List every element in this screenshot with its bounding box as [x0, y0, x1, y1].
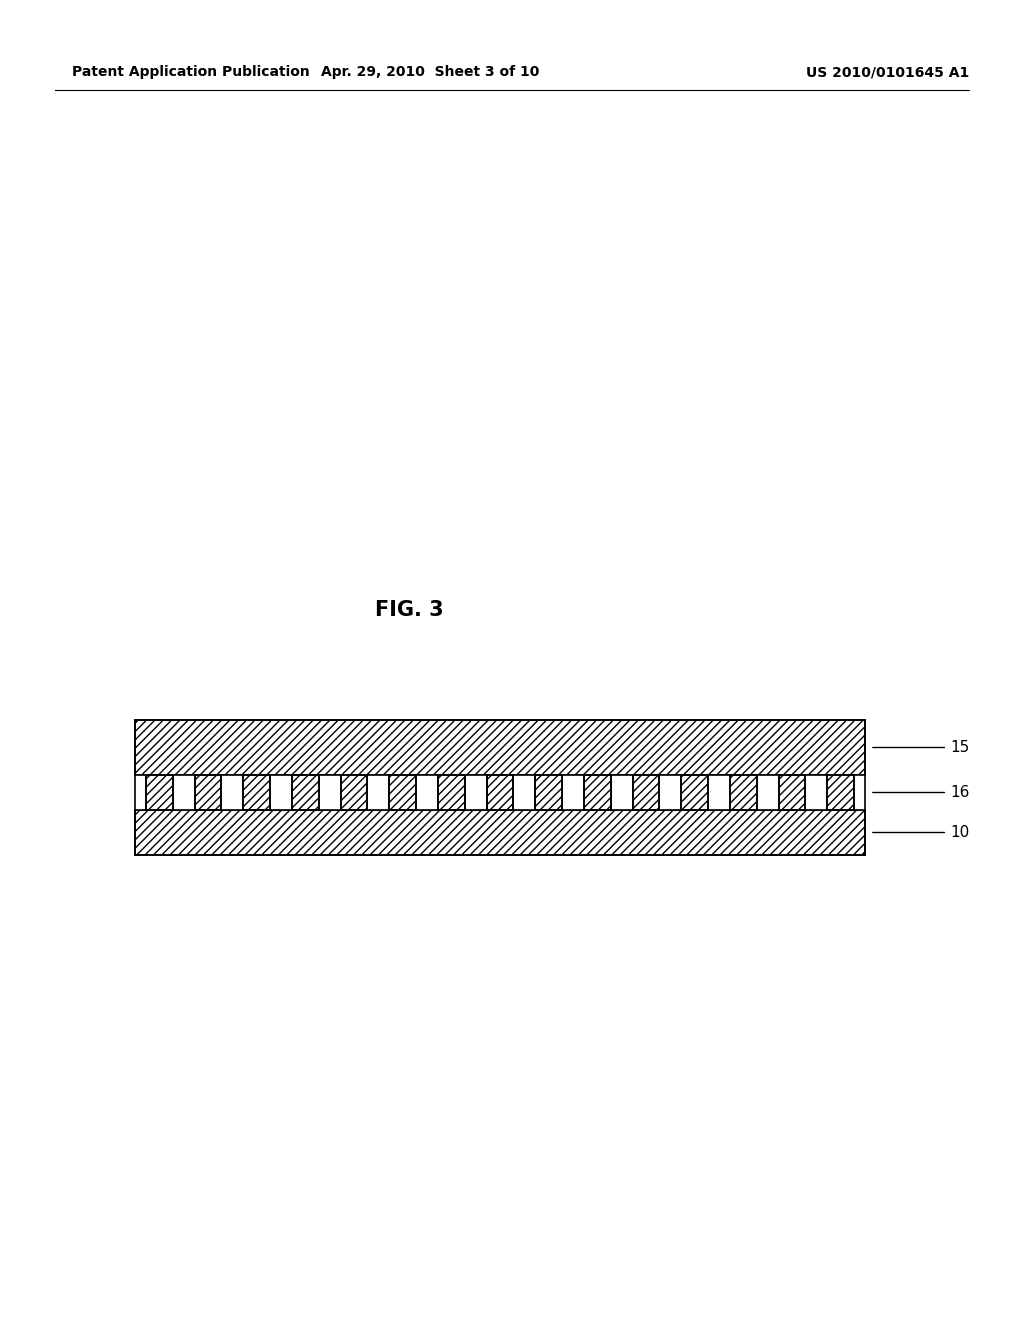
Bar — [486, 775, 513, 810]
Text: US 2010/0101645 A1: US 2010/0101645 A1 — [806, 65, 969, 79]
Bar — [584, 775, 610, 810]
Bar — [146, 775, 173, 810]
Bar — [292, 775, 318, 810]
Bar — [633, 775, 659, 810]
Bar — [195, 775, 221, 810]
Bar — [244, 775, 270, 810]
Bar — [730, 775, 757, 810]
Bar — [438, 775, 465, 810]
Bar — [681, 775, 708, 810]
Text: Patent Application Publication: Patent Application Publication — [72, 65, 309, 79]
Bar — [341, 775, 368, 810]
Bar — [827, 775, 854, 810]
Text: 15: 15 — [872, 741, 970, 755]
Bar — [135, 810, 865, 855]
Bar — [536, 775, 562, 810]
Bar — [135, 775, 865, 810]
Text: Apr. 29, 2010  Sheet 3 of 10: Apr. 29, 2010 Sheet 3 of 10 — [321, 65, 540, 79]
Bar — [135, 775, 865, 810]
Text: 10: 10 — [872, 825, 970, 840]
Bar — [389, 775, 416, 810]
Bar — [778, 775, 806, 810]
Text: FIG. 3: FIG. 3 — [375, 601, 444, 620]
Text: 16: 16 — [872, 785, 970, 800]
Bar — [135, 719, 865, 775]
